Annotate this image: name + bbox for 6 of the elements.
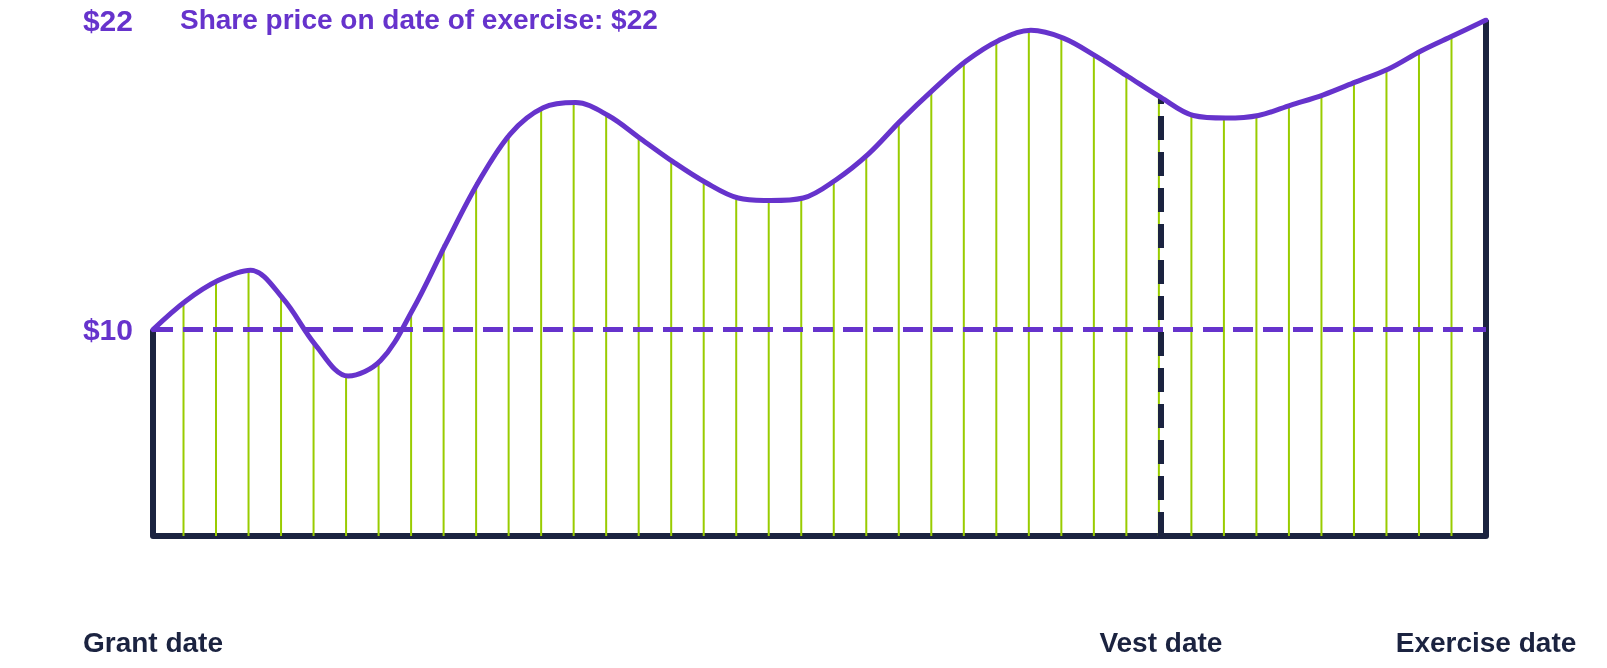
x-tick-label: Vest date <box>1099 626 1223 658</box>
x-tick-label: Grant date <box>82 626 224 658</box>
x-tick-label: Exercise date <box>1395 626 1577 658</box>
y-tick-label: $22 <box>82 3 133 37</box>
y-tick-label: $10 <box>82 313 133 347</box>
chart-title: Share price on date of exercise: $22 <box>180 3 658 35</box>
